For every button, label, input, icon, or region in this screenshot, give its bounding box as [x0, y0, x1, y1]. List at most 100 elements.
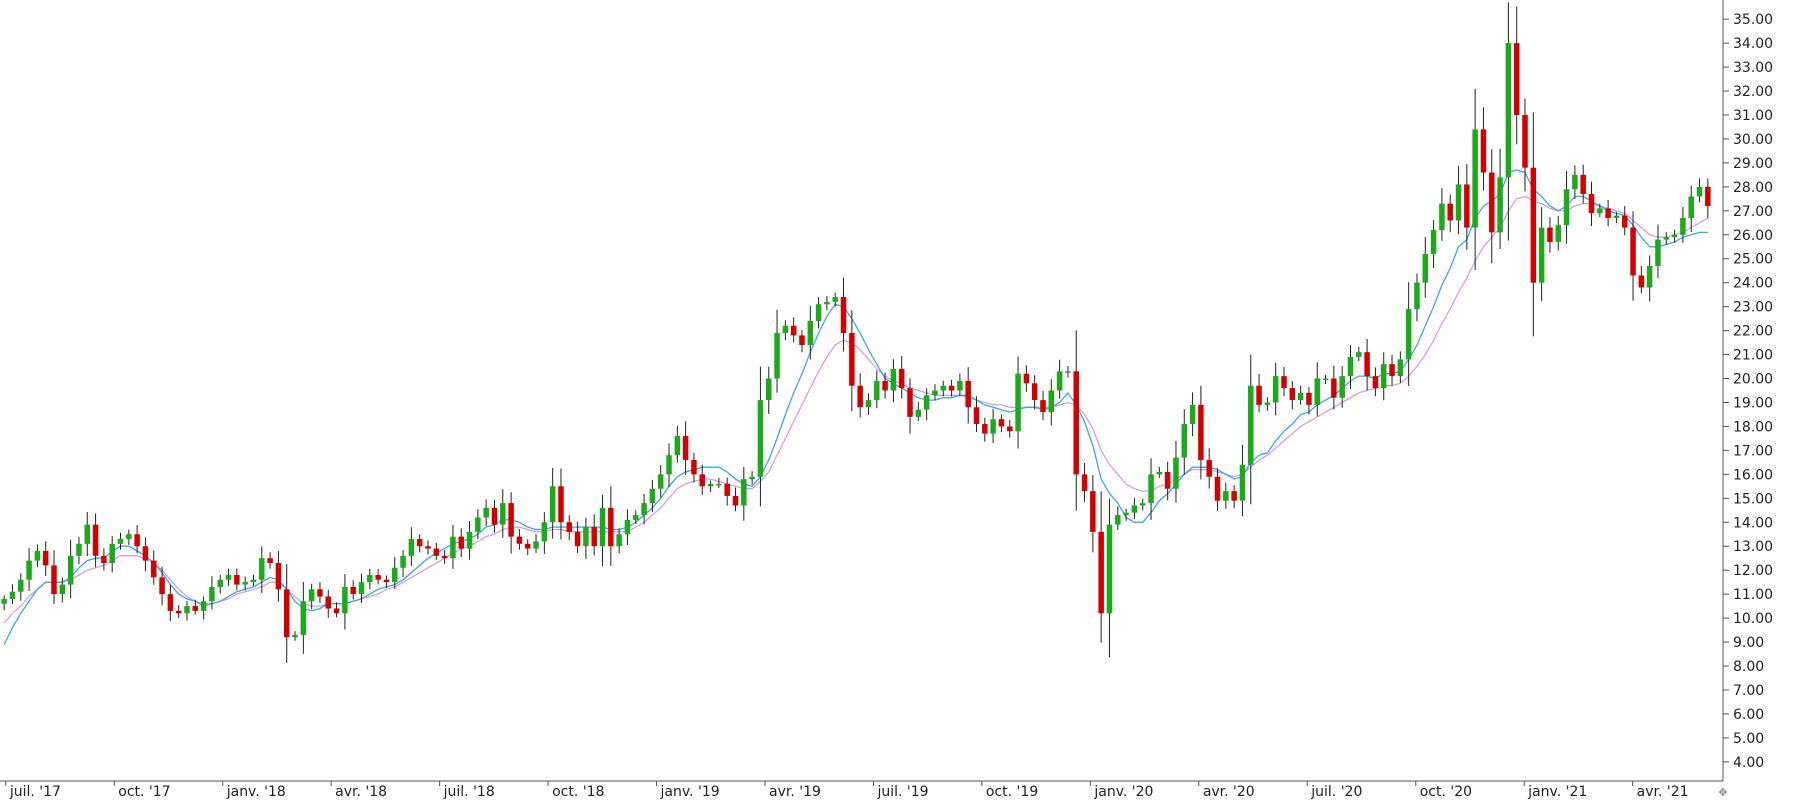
- candle-body: [516, 536, 523, 544]
- y-tick-label: 11.00: [1733, 587, 1773, 603]
- candle-down: [898, 356, 905, 399]
- candle-body: [1646, 265, 1653, 288]
- candle-body: [549, 486, 556, 523]
- candle-up: [616, 528, 622, 554]
- candle-down: [1513, 6, 1520, 145]
- y-tick-label: 24.00: [1733, 276, 1773, 292]
- candle-down: [1073, 330, 1079, 511]
- x-tick-label: oct. '20: [1420, 784, 1472, 800]
- candle-up: [250, 574, 257, 587]
- candle-body: [1555, 225, 1561, 242]
- candle-up: [184, 600, 190, 621]
- candle-body: [1306, 392, 1312, 405]
- candle-down: [383, 575, 390, 589]
- candle-body: [42, 551, 49, 566]
- candle-down: [267, 552, 273, 569]
- candle-down: [142, 537, 149, 572]
- candle-down: [1705, 178, 1711, 219]
- candle-down: [973, 396, 980, 432]
- candle-body: [965, 380, 971, 408]
- candle-body: [333, 608, 340, 614]
- y-tick-label: 10.00: [1733, 611, 1773, 627]
- y-tick-label: 32.00: [1733, 84, 1773, 100]
- candle-body: [1297, 392, 1304, 401]
- candle-body: [475, 517, 481, 532]
- candle-down: [1023, 365, 1030, 392]
- candle-body: [923, 395, 930, 410]
- candle-down: [1547, 217, 1553, 253]
- candle-down: [724, 477, 730, 506]
- candle-up: [259, 546, 265, 593]
- candle-body: [716, 483, 722, 486]
- candle-body: [1214, 476, 1221, 501]
- candle-up: [923, 388, 930, 421]
- candle-up: [500, 489, 506, 538]
- chart-move-button[interactable]: ✥: [1710, 782, 1736, 800]
- candle-body: [275, 562, 282, 590]
- candle-body: [242, 582, 248, 585]
- candle-down: [1007, 419, 1013, 438]
- candle-down: [574, 521, 581, 553]
- candle-body: [1123, 512, 1129, 516]
- y-tick-label: 30.00: [1733, 132, 1773, 148]
- candle-body: [765, 378, 772, 401]
- candle-body: [508, 503, 514, 537]
- candle-up: [757, 366, 764, 507]
- candle-body: [1439, 203, 1445, 230]
- candle-body: [840, 297, 847, 334]
- candle-body: [59, 584, 66, 595]
- candle-down: [1040, 390, 1046, 421]
- candle-up: [1048, 379, 1055, 426]
- candle-down: [159, 566, 165, 606]
- candle-body: [541, 522, 548, 542]
- candle-body: [666, 455, 672, 475]
- candle-body: [1422, 253, 1429, 283]
- candle-body: [749, 476, 755, 480]
- candle-body: [1696, 186, 1703, 197]
- candle-body: [1414, 282, 1420, 310]
- y-tick-label: 6.00: [1733, 707, 1764, 723]
- candle-body: [649, 488, 656, 504]
- candle-body: [1206, 459, 1212, 477]
- y-tick-label: 27.00: [1733, 204, 1773, 220]
- candle-body: [84, 524, 91, 544]
- x-tick-label: juil. '18: [443, 784, 495, 800]
- candle-down: [1331, 365, 1337, 410]
- candle-up: [200, 596, 207, 620]
- candle-body: [1397, 359, 1404, 377]
- candle-body: [1547, 227, 1553, 242]
- candle-body: [18, 579, 24, 592]
- candle-up: [1563, 171, 1570, 244]
- candle-body: [1081, 474, 1088, 492]
- candle-up: [466, 520, 473, 560]
- candle-body: [890, 368, 897, 391]
- candle-body: [26, 560, 32, 580]
- candle-down: [1580, 164, 1586, 204]
- candle-up: [1139, 498, 1146, 511]
- candle-up: [1297, 385, 1304, 405]
- candle-up: [1123, 508, 1129, 521]
- candle-down: [1372, 367, 1379, 397]
- candle-body: [674, 436, 681, 456]
- y-tick-label: 22.00: [1733, 324, 1773, 340]
- candle-down: [1621, 205, 1628, 236]
- candle-body: [1164, 471, 1171, 489]
- y-tick-label: 33.00: [1733, 60, 1773, 76]
- candle-up: [1356, 346, 1362, 361]
- candle-body: [558, 486, 564, 523]
- candle-up: [1, 595, 7, 611]
- candle-up: [1380, 352, 1387, 401]
- candle-up: [1239, 445, 1246, 517]
- candle-body: [483, 507, 489, 518]
- candle-down: [101, 548, 107, 571]
- candle-up: [292, 631, 298, 641]
- candle-body: [583, 527, 589, 547]
- candle-down: [1588, 181, 1595, 227]
- candle-up: [599, 494, 606, 566]
- candle-body: [1447, 203, 1453, 221]
- candle-up: [1613, 212, 1620, 224]
- candle-up: [1671, 229, 1678, 243]
- candle-body: [200, 601, 207, 611]
- candle-down: [167, 584, 174, 621]
- plot-area: [1, 2, 1711, 663]
